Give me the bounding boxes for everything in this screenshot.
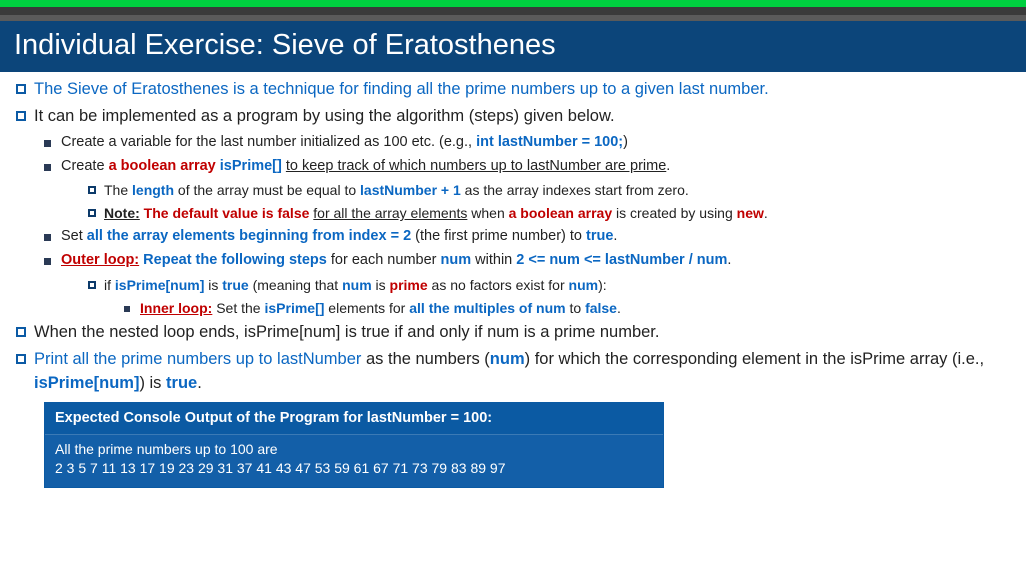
filled-bullet-icon bbox=[44, 164, 51, 171]
text: When the nested loop ends, isPrime[num] … bbox=[34, 321, 659, 345]
bullet-line-11: When the nested loop ends, isPrime[num] … bbox=[16, 321, 1010, 345]
filled-bullet-icon bbox=[44, 234, 51, 241]
text: Create a boolean array isPrime[] to keep… bbox=[61, 156, 670, 177]
text: It can be implemented as a program by us… bbox=[34, 105, 615, 129]
bullet-line-8: Outer loop: Repeat the following steps f… bbox=[16, 250, 1010, 271]
output-line-1: All the prime numbers up to 100 are bbox=[55, 440, 653, 460]
text: Create a variable for the last number in… bbox=[61, 132, 628, 153]
bullet-line-9: if isPrime[num] is true (meaning that nu… bbox=[16, 275, 1010, 295]
filled-bullet-icon bbox=[44, 140, 51, 147]
text: The Sieve of Eratosthenes is a technique… bbox=[34, 78, 769, 102]
square-bullet-icon bbox=[88, 281, 96, 289]
square-bullet-icon bbox=[16, 84, 26, 94]
output-line-2: 2 3 5 7 11 13 17 19 23 29 31 37 41 43 47… bbox=[55, 459, 653, 479]
text: Set all the array elements beginning fro… bbox=[61, 226, 617, 247]
filled-bullet-icon bbox=[124, 306, 130, 312]
expected-output-header: Expected Console Output of the Program f… bbox=[45, 403, 663, 435]
bullet-line-7: Set all the array elements beginning fro… bbox=[16, 226, 1010, 247]
text: Outer loop: Repeat the following steps f… bbox=[61, 250, 731, 271]
text: The length of the array must be equal to… bbox=[104, 180, 689, 200]
bullet-line-3: Create a variable for the last number in… bbox=[16, 132, 1010, 153]
expected-output-box: Expected Console Output of the Program f… bbox=[44, 402, 664, 488]
bullet-line-12: Print all the prime numbers up to lastNu… bbox=[16, 348, 1010, 396]
slide-title: Individual Exercise: Sieve of Eratosthen… bbox=[0, 21, 1026, 72]
text: Note: The default value is false for all… bbox=[104, 203, 768, 223]
text: Inner loop: Set the isPrime[] elements f… bbox=[140, 298, 621, 318]
top-green-bar bbox=[0, 0, 1026, 7]
bullet-line-1: The Sieve of Eratosthenes is a technique… bbox=[16, 78, 1010, 102]
bullet-line-10: Inner loop: Set the isPrime[] elements f… bbox=[16, 298, 1010, 318]
filled-bullet-icon bbox=[44, 258, 51, 265]
text: Print all the prime numbers up to lastNu… bbox=[34, 348, 1010, 396]
square-bullet-icon bbox=[16, 111, 26, 121]
bullet-line-5: The length of the array must be equal to… bbox=[16, 180, 1010, 200]
expected-output-body: All the prime numbers up to 100 are 2 3 … bbox=[45, 435, 663, 487]
square-bullet-icon bbox=[16, 354, 26, 364]
bullet-line-2: It can be implemented as a program by us… bbox=[16, 105, 1010, 129]
text: if isPrime[num] is true (meaning that nu… bbox=[104, 275, 607, 295]
slide-content: The Sieve of Eratosthenes is a technique… bbox=[0, 72, 1026, 488]
bullet-line-4: Create a boolean array isPrime[] to keep… bbox=[16, 156, 1010, 177]
square-bullet-icon bbox=[88, 209, 96, 217]
square-bullet-icon bbox=[16, 327, 26, 337]
top-gray-bar-1 bbox=[0, 7, 1026, 15]
bullet-line-6: Note: The default value is false for all… bbox=[16, 203, 1010, 223]
square-bullet-icon bbox=[88, 186, 96, 194]
